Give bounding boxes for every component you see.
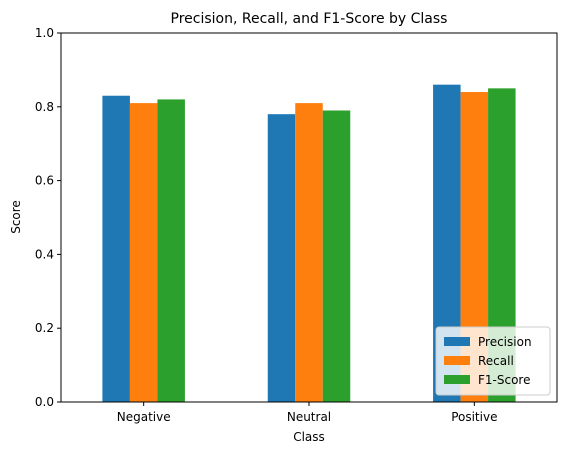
bar-f1-score-negative — [157, 99, 185, 403]
bar-f1-score-neutral — [322, 110, 351, 403]
y-tick-label: 0.8 — [35, 100, 54, 114]
y-axis-label: Score — [9, 200, 23, 234]
chart-title: Precision, Recall, and F1-Score by Class — [171, 11, 448, 27]
x-axis: Negative Neutral Positive — [117, 402, 497, 424]
legend: Precision Recall F1-Score — [435, 326, 551, 396]
legend-swatch-precision — [444, 337, 470, 346]
legend-swatch-recall — [444, 356, 470, 365]
y-tick-label: 0.0 — [35, 395, 54, 409]
y-tick-label: 0.6 — [35, 174, 54, 188]
x-tick-label: Neutral — [287, 410, 331, 424]
y-tick-label: 0.2 — [35, 321, 54, 335]
bar-precision-neutral — [267, 114, 296, 403]
x-tick-label: Positive — [451, 410, 497, 424]
y-axis: 0.0 0.2 0.4 0.6 0.8 1.0 — [35, 26, 61, 409]
legend-label: Recall — [478, 354, 514, 368]
bar-recall-neutral — [295, 103, 323, 403]
legend-label: F1-Score — [478, 373, 530, 387]
legend-label: Precision — [478, 335, 532, 349]
x-tick-label: Negative — [117, 410, 171, 424]
bar-precision-negative — [102, 95, 130, 402]
bar-recall-negative — [129, 103, 158, 403]
legend-swatch-f1-score — [444, 375, 470, 384]
x-axis-label: Class — [293, 430, 325, 444]
y-tick-label: 1.0 — [35, 26, 54, 40]
y-tick-label: 0.4 — [35, 247, 54, 261]
